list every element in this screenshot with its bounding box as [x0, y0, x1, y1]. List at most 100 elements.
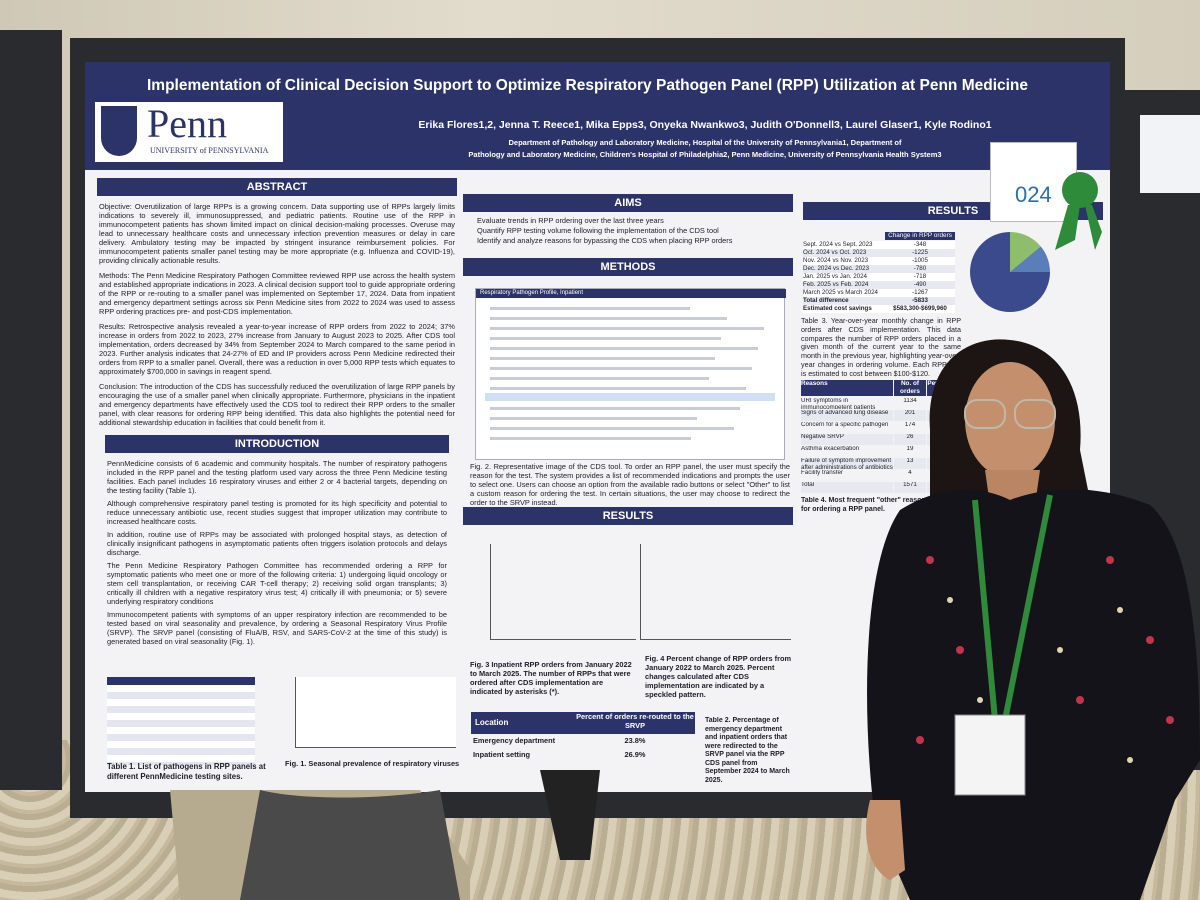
cds-line — [490, 337, 721, 340]
table4-cell: 72.2% — [934, 398, 952, 404]
table3-cell: -780 — [885, 265, 955, 273]
table3-cell: Feb. 2025 vs Feb. 2024 — [803, 281, 885, 289]
table2-cell: Emergency department — [473, 736, 556, 745]
table2-header: Percent of orders re-routed to the SRVP — [575, 712, 695, 734]
table3-cell: -1225 — [885, 249, 955, 257]
fig3-caption: Fig. 3 Inpatient RPP orders from January… — [470, 660, 632, 697]
section-heading: ABSTRACT — [97, 178, 457, 196]
table4-cell: Negative SRVP — [801, 434, 893, 445]
table3-cell: Total difference — [803, 297, 885, 305]
table4-cell: 1.7% — [927, 434, 959, 445]
intro-paragraph: Immunocompetent patients with symptoms o… — [107, 610, 447, 647]
table3-cell: -1267 — [885, 289, 955, 297]
fig4-caption: Fig. 4 Percent change of RPP orders from… — [645, 654, 792, 700]
cds-line — [490, 377, 709, 380]
table4-cell: Signs of advanced lung disease — [801, 410, 893, 421]
table4-caption: Table 4. Most frequent "other" reasons u… — [801, 497, 948, 513]
table4-cell: 201 — [894, 410, 926, 421]
pie-chart — [970, 232, 1050, 312]
aim-item: Evaluate trends in RPP ordering over the… — [477, 216, 664, 225]
table3-cell: -490 — [885, 281, 955, 289]
cds-line — [490, 417, 697, 420]
table4-cell: Total — [801, 482, 893, 493]
affiliation: Pathology and Laboratory Medicine, Child… — [468, 150, 942, 159]
table3-cell: Sept. 2024 vs Sept. 2023 — [803, 241, 885, 249]
pathogen-table — [107, 677, 255, 765]
table4-cell: 11.1% — [934, 422, 952, 428]
table4-cell: 26 — [894, 434, 926, 445]
abstract-paragraph: Results: Retrospective analysis revealed… — [99, 322, 455, 377]
aim-item: Identify and analyze reasons for bypassi… — [477, 236, 733, 245]
fig1-caption: Fig. 1. Seasonal prevalence of respirato… — [285, 759, 460, 768]
intro-paragraph: PennMedicine consists of 6 academic and … — [107, 459, 447, 496]
logo-shield — [101, 106, 137, 156]
cds-line — [490, 387, 746, 390]
fig1-chart — [295, 677, 456, 748]
intro-paragraph: Although comprehensive respiratory panel… — [107, 499, 447, 527]
section-heading: AIMS — [463, 194, 793, 212]
table3-cell: Estimated cost savings — [803, 305, 885, 313]
table3-cell: Oct. 2024 vs Oct. 2023 — [803, 249, 885, 257]
abstract-paragraph: Objective: Overutilization of large RPPs… — [99, 202, 455, 266]
table2-caption: Table 2. Percentage of emergency departm… — [705, 717, 790, 784]
table3-header: Change in RPP orders — [885, 232, 955, 240]
section-heading: METHODS — [463, 258, 793, 276]
cds-line — [490, 427, 734, 430]
table4-cell: 12.8% — [927, 410, 959, 421]
table4-cell: 1134 — [903, 398, 917, 404]
cds-line — [490, 367, 752, 370]
table3-cell: Nov. 2024 vs Nov. 2023 — [803, 257, 885, 265]
table3-cell: -1005 — [885, 257, 955, 265]
table4-header: Percent of orders — [927, 380, 959, 396]
table4-cell: 1571 — [894, 482, 926, 493]
abstract-paragraph: Methods: The Penn Medicine Respiratory P… — [99, 271, 455, 317]
cds-line — [490, 407, 740, 410]
table1-caption: Table 1. List of pathogens in RPP panels… — [107, 762, 266, 781]
table4-cell: 0.8% — [927, 458, 959, 469]
section-heading: RESULTS — [463, 507, 793, 525]
poster: Penn UNIVERSITY of PENNSYLVANIA Implementa… — [85, 62, 1110, 792]
intro-paragraph: In addition, routine use of RPPs may be … — [107, 530, 447, 558]
table4-cell: 4 — [908, 470, 912, 476]
table4-cell: 13 — [894, 458, 926, 469]
fig2-caption: Fig. 2. Representative image of the CDS … — [470, 462, 790, 508]
cds-line — [490, 317, 727, 320]
table4-cell: 19 — [906, 446, 914, 452]
sign — [1140, 115, 1200, 193]
table4-cell: 1.2% — [935, 446, 951, 452]
authors: Erika Flores1,2, Jenna T. Reece1, Mika E… — [418, 119, 992, 131]
logo-sub: UNIVERSITY of PENNSYLVANIA — [150, 146, 269, 155]
cds-screen-title: Respiratory Pathogen Profile, Inpatient — [476, 289, 786, 298]
table4-cell: Concern for a specific pathogen — [801, 422, 889, 428]
cds-selected — [485, 393, 775, 401]
table2-header: Location — [471, 712, 575, 734]
fig4-chart — [640, 544, 791, 640]
table3-cell: Dec. 2024 vs Dec. 2023 — [803, 265, 885, 273]
table3-cell: -718 — [885, 273, 955, 281]
table3-cell: $583,300-$699,960 — [885, 305, 955, 313]
cds-screenshot — [475, 288, 785, 460]
table4-cell: Asthma exacerbation — [801, 446, 860, 452]
table2-cell: 23.8% — [624, 736, 646, 745]
table3-cell: March 2025 vs March 2024 — [803, 289, 885, 297]
badge-number: 024 — [1015, 182, 1052, 207]
cds-line — [490, 347, 758, 350]
table4-cell: Facility transfer — [801, 470, 843, 476]
aim-item: Quantify RPP testing volume following th… — [477, 226, 719, 235]
affiliation: Department of Pathology and Laboratory M… — [508, 138, 902, 147]
logo: Penn — [147, 101, 227, 146]
table4-header: No. of orders — [894, 380, 926, 396]
table4-cell: 0.3% — [935, 470, 951, 476]
intro-paragraph: The Penn Medicine Respiratory Pathogen C… — [107, 561, 447, 607]
table3-cell: -348 — [885, 241, 955, 249]
cds-line — [490, 437, 691, 440]
table4-cell: URI symptoms in immunocompetent patients — [801, 398, 876, 409]
cds-line — [490, 357, 715, 360]
table2-cell: 26.9% — [624, 750, 646, 759]
cds-line — [490, 327, 764, 330]
table4-cell: 174 — [904, 422, 916, 428]
table2-cell: Inpatient setting — [473, 750, 531, 759]
fig3-chart — [490, 544, 636, 640]
section-heading: INTRODUCTION — [105, 435, 449, 453]
